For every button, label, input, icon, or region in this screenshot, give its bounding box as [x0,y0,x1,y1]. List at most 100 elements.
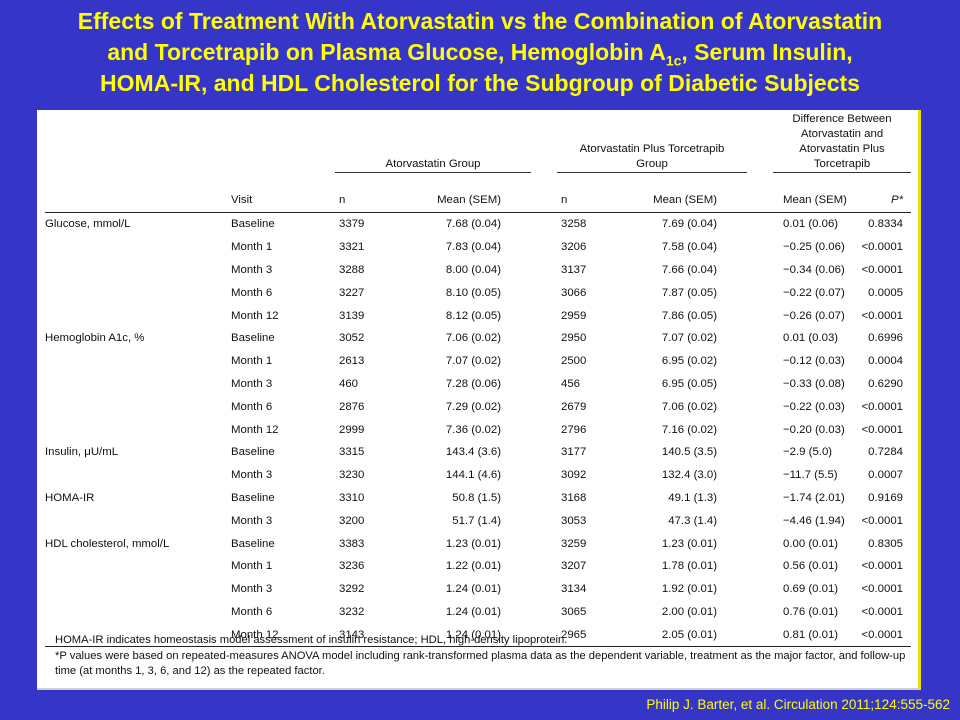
row-mean-ator: 1.22 (0.01) [445,560,501,573]
title-line-2-post: , Serum Insulin, [681,39,853,65]
row-mean-ator: 1.23 (0.01) [445,537,501,550]
table-row: Month 3 3288 8.00 (0.04) 3137 7.66 (0.04) −0.… [45,259,911,282]
row-mean-ator: 144.1 (4.6) [445,469,501,482]
row-mean-ator: 7.83 (0.04) [445,241,501,254]
row-mean-combo: 7.07 (0.02) [661,332,718,345]
row-n-ator: 3232 [339,605,365,618]
table-body: Glucose, mmol/L Baseline 3379 7.68 (0.04) 32… [45,213,912,648]
row-p-value: 0.9169 [868,491,904,504]
row-mean-diff: −2.9 (5.0) [783,446,833,459]
row-p-value: <0.0001 [861,263,904,276]
table-row: Month 1 3321 7.83 (0.04) 3206 7.58 (0.04) −0.… [45,236,911,259]
title-line-2: and Torcetrapib on Plasma Glucose, Hemog… [10,37,950,68]
row-variable [45,236,223,259]
row-n-combo: 3092 [561,469,587,482]
row-mean-diff: −0.26 (0.07) [783,309,845,322]
row-p-value: 0.6290 [868,377,904,390]
row-p-value: <0.0001 [861,400,904,413]
row-p-value: 0.6996 [868,332,904,345]
row-mean-diff: −1.74 (2.01) [783,491,845,504]
row-n-combo: 3053 [561,514,587,527]
table-row: Month 6 2876 7.29 (0.02) 2679 7.06 (0.02) −0.… [45,395,911,418]
row-mean-ator: 1.24 (0.01) [445,583,501,596]
row-visit: Month 12 [231,309,279,322]
row-variable [45,373,223,396]
col-mean-combo: Mean (SEM) [619,175,748,213]
row-mean-combo: 1.78 (0.01) [661,560,718,573]
title-line-1: Effects of Treatment With Atorvastatin v… [77,8,883,34]
row-visit: Baseline [231,446,275,459]
row-mean-combo: 7.86 (0.05) [661,309,718,322]
row-mean-diff: 0.81 (0.01) [773,623,850,648]
row-mean-combo: 49.1 (1.3) [668,491,718,504]
footnote-1: HOMA-IR indicates homeostasis model asse… [55,634,568,646]
row-mean-combo: 7.06 (0.02) [661,400,718,413]
row-mean-combo: 1.92 (0.01) [661,583,718,596]
row-visit: Baseline [231,218,275,231]
row-n-ator: 3383 [339,537,365,550]
row-visit: Month 6 [231,605,273,618]
row-mean-combo: 7.69 (0.04) [661,218,718,231]
row-n-ator: 3200 [339,514,365,527]
row-mean-diff: 0.56 (0.01) [783,560,839,573]
row-p-value: 0.0007 [868,469,904,482]
row-variable [45,623,223,648]
row-mean-combo: 7.87 (0.05) [661,286,718,299]
row-variable [45,259,223,282]
row-mean-combo: 7.58 (0.04) [661,241,718,254]
row-p-value: <0.0001 [861,583,904,596]
row-mean-diff: 0.00 (0.01) [783,537,839,550]
row-n-combo: 2950 [561,332,587,345]
table-row: HOMA-IR Baseline 3310 50.8 (1.5) 3168 49.1 (1… [45,487,911,510]
row-n-combo: 2679 [561,400,587,413]
row-n-ator: 2613 [339,355,365,368]
table-row: Insulin, μU/mL Baseline 3315 143.4 (3.6) 317… [45,441,911,464]
row-mean-ator: 7.07 (0.02) [445,355,501,368]
table-row: Month 3 3292 1.24 (0.01) 3134 1.92 (0.01) 0.6… [45,578,911,601]
row-n-combo: 3137 [561,263,587,276]
group-diff: Difference Between Atorvastatin and Ator… [773,112,912,173]
column-header-row: Visit n Mean (SEM) n Mean (SEM) Mean (SE… [45,175,912,213]
row-variable: Hemoglobin A1c, % [45,332,145,345]
row-n-combo: 3177 [561,446,587,459]
row-variable [45,578,223,601]
row-variable [45,464,223,487]
row-n-ator: 3315 [339,446,365,459]
row-mean-ator: 7.36 (0.02) [445,423,501,436]
col-mean-diff: Mean (SEM) [773,175,850,213]
table-row: Hemoglobin A1c, % Baseline 3052 7.06 (0.02)… [45,327,911,350]
table-row: Month 3 3200 51.7 (1.4) 3053 47.3 (1.4) −4.46… [45,509,911,532]
row-mean-ator: 51.7 (1.4) [452,514,501,527]
group-ator: Atorvastatin Group [335,157,531,173]
row-n-ator: 3310 [339,491,365,504]
col-visit: Visit [223,175,335,213]
row-p-value: 0.0004 [868,355,904,368]
row-mean-diff: −0.25 (0.06) [783,241,845,254]
results-table: Atorvastatin Group Atorvastatin Plus Tor… [45,112,912,648]
row-mean-ator: 1.24 (0.01) [445,605,501,618]
row-n-ator: 2999 [339,423,365,436]
table-row: Month 6 3227 8.10 (0.05) 3066 7.87 (0.05) −0.… [45,281,911,304]
row-mean-diff: −0.12 (0.03) [783,355,845,368]
row-mean-ator: 143.4 (3.6) [445,446,501,459]
row-mean-combo: 2.00 (0.01) [661,605,718,618]
group-header-row: Atorvastatin Group Atorvastatin Plus Tor… [45,112,912,175]
title-subscript: 1c [665,52,682,69]
table-row: Month 12 3143 1.24 (0.01) 2965 2.05 (0.01) 0.… [45,623,912,648]
citation: Philip J. Barter, et al. Circulation 201… [646,697,950,712]
row-p-value: <0.0001 [861,560,904,573]
row-n-combo: 2796 [561,423,587,436]
row-variable: HDL cholesterol, mmol/L [45,537,170,550]
row-p-value: <0.0001 [849,623,912,648]
col-n-ator: n [335,175,407,213]
row-visit: Month 12 [223,623,335,648]
row-n-combo: 3259 [561,537,587,550]
row-mean-diff: −0.33 (0.08) [783,377,845,390]
row-mean-combo: 47.3 (1.4) [668,514,718,527]
row-p-value: 0.7284 [868,446,904,459]
row-p-value: 0.8334 [868,218,904,231]
row-visit: Month 3 [231,469,273,482]
row-mean-diff: −0.34 (0.06) [783,263,845,276]
row-mean-diff: −4.46 (1.94) [783,514,845,527]
row-mean-ator: 7.68 (0.04) [445,218,501,231]
